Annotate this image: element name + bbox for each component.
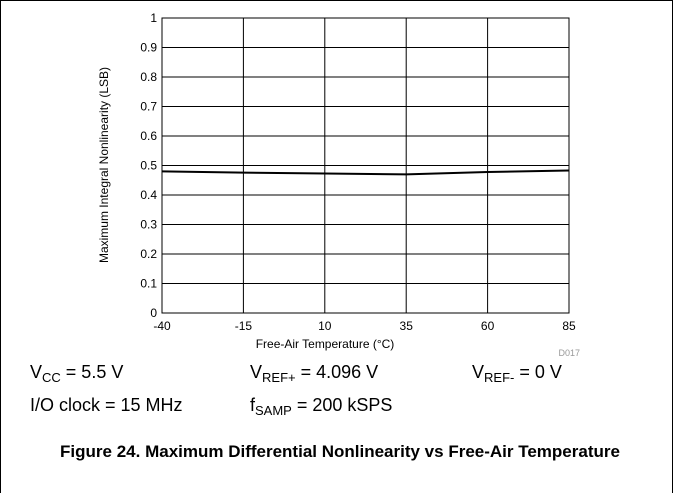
y-tick-label: 0.1 xyxy=(140,277,157,291)
y-tick-label: 0.3 xyxy=(140,218,157,232)
x-tick-label: -15 xyxy=(235,319,253,333)
y-tick-label: 0.9 xyxy=(140,41,157,55)
grid xyxy=(161,17,570,314)
y-tick-labels: 0 0.1 0.2 0.3 0.4 0.5 0.6 0.7 0.8 0.9 1 xyxy=(140,11,157,320)
figure-code: D017 xyxy=(558,348,580,358)
y-tick-label: 1 xyxy=(150,11,157,25)
y-tick-label: 0.2 xyxy=(140,247,157,261)
x-tick-labels: -40 -15 10 35 60 85 xyxy=(153,319,576,333)
io-clock-condition: I/O clock = 15 MHz xyxy=(30,395,183,415)
y-tick-label: 0.6 xyxy=(140,129,157,143)
x-tick-label: 85 xyxy=(562,319,576,333)
x-tick-label: -40 xyxy=(153,319,171,333)
series-line xyxy=(161,169,570,176)
y-tick-label: 0.7 xyxy=(140,100,157,114)
y-tick-label: 0 xyxy=(150,306,157,320)
fsamp-condition: fSAMP = 200 kSPS xyxy=(250,395,393,418)
figure-caption: Figure 24. Maximum Differential Nonlinea… xyxy=(60,442,620,461)
plot-area-border xyxy=(161,17,570,314)
vrefp-condition: VREF+ = 4.096 V xyxy=(250,362,379,385)
x-tick-label: 10 xyxy=(318,319,332,333)
series xyxy=(161,169,570,176)
x-tick-label: 60 xyxy=(481,319,495,333)
vcc-condition: VCC = 5.5 V xyxy=(30,362,124,385)
x-tick-label: 35 xyxy=(400,319,414,333)
chart: 0 0.1 0.2 0.3 0.4 0.5 0.6 0.7 0.8 0.9 1 -40 -15 10 35… xyxy=(97,11,580,358)
x-axis-label: Free-Air Temperature (°C) xyxy=(256,337,395,351)
y-tick-label: 0.5 xyxy=(140,159,157,173)
y-tick-label: 0.8 xyxy=(140,70,157,84)
y-axis-label: Maximum Integral Nonlinearity (LSB) xyxy=(97,67,111,263)
y-tick-label: 0.4 xyxy=(140,188,157,202)
vrefm-condition: VREF- = 0 V xyxy=(472,362,562,385)
